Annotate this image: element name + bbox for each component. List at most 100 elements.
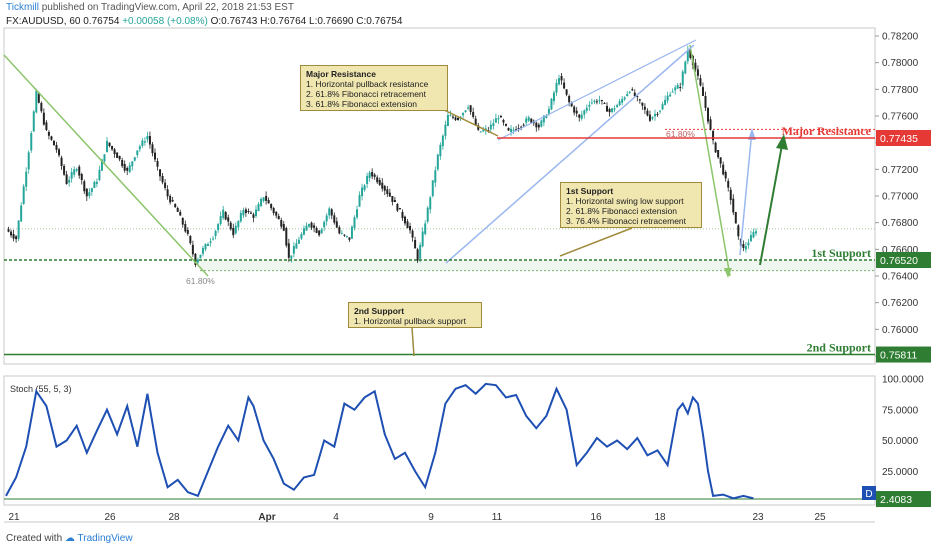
- candle-body: [176, 208, 179, 212]
- candle-body: [123, 164, 126, 171]
- candle-body: [315, 228, 318, 233]
- stoch-label: Stoch (55, 5, 3): [10, 384, 72, 394]
- y-tick-label: 0.76800: [882, 218, 919, 229]
- callout-item: 1. Horizontal pullback support: [354, 316, 466, 326]
- candle-body: [63, 166, 66, 175]
- candle-body: [451, 116, 454, 118]
- y-tick-label: 0.77000: [882, 192, 919, 203]
- candle-body: [669, 94, 672, 97]
- candle-body: [141, 140, 144, 146]
- candle-body: [444, 124, 447, 136]
- candle-body: [472, 112, 475, 117]
- stoch-tick-label: 75.0000: [882, 405, 919, 416]
- candle-body: [166, 189, 169, 197]
- candle-body: [275, 212, 278, 216]
- candle-body: [527, 117, 530, 121]
- callout-item: 3. 61.8% Fibonacci extension: [306, 99, 418, 109]
- candle-body: [295, 243, 298, 249]
- candle-body: [366, 175, 369, 184]
- candle-body: [416, 249, 419, 261]
- fib-label: 61.80%: [666, 129, 695, 139]
- support-zone: [200, 260, 875, 271]
- candle-body: [358, 194, 361, 207]
- candle-body: [214, 230, 217, 236]
- candle-body: [681, 71, 684, 86]
- major-resistance-callout: Major Resistance 1. Horizontal pullback …: [300, 65, 448, 111]
- candle-body: [656, 114, 659, 115]
- candle-body: [164, 182, 167, 188]
- candle-body: [537, 124, 540, 128]
- candle-body: [439, 144, 442, 156]
- candle-body: [457, 118, 460, 121]
- candle-body: [381, 182, 384, 189]
- candle-body: [73, 169, 76, 175]
- candle-body: [100, 159, 103, 171]
- candle-body: [237, 220, 240, 228]
- candle-body: [492, 123, 495, 126]
- candle-body: [664, 99, 667, 105]
- candle-body: [373, 174, 376, 177]
- candle-body: [701, 87, 704, 96]
- candle-body: [598, 100, 601, 102]
- candle-body: [704, 96, 707, 108]
- fib-label: 61.80%: [186, 276, 215, 286]
- candle-body: [666, 95, 669, 101]
- candle-body: [305, 225, 308, 231]
- candle-body: [618, 101, 621, 105]
- candle-body: [297, 239, 300, 244]
- candle-body: [239, 212, 242, 222]
- candle-body: [113, 149, 116, 155]
- candle-body: [419, 244, 422, 259]
- candle-body: [249, 212, 252, 214]
- callout-item: 1. Horizontal swing low support: [566, 196, 684, 206]
- candle-body: [732, 198, 735, 213]
- candle-body: [10, 231, 13, 236]
- candle-body: [651, 117, 654, 119]
- y-tick-label: 0.76000: [882, 325, 919, 336]
- candle-body: [308, 224, 311, 227]
- tradingview-link[interactable]: TradingView: [77, 533, 133, 544]
- author-name[interactable]: Tickmill: [6, 2, 39, 13]
- candle-body: [714, 142, 717, 153]
- price-badge-label: 0.77435: [880, 133, 918, 145]
- candle-body: [270, 204, 273, 209]
- candle-body: [424, 223, 427, 234]
- candle-body: [143, 141, 146, 143]
- candle-body: [429, 197, 432, 210]
- candle-body: [17, 220, 20, 239]
- candle-body: [497, 118, 500, 120]
- candle-body: [621, 99, 624, 103]
- candle-body: [686, 49, 689, 62]
- chart-attribution: Tickmill published on TradingView.com, A…: [6, 2, 294, 13]
- candle-body: [15, 236, 18, 240]
- candle-body: [573, 106, 576, 113]
- candle-body: [580, 114, 583, 119]
- candle-body: [22, 186, 25, 204]
- level-label: 2nd Support: [807, 341, 871, 355]
- level-label: 1st Support: [811, 246, 871, 260]
- y-tick-label: 0.77200: [882, 165, 919, 176]
- footer: Created with ☁ TradingView: [6, 533, 133, 544]
- candle-body: [401, 212, 404, 219]
- candle-body: [563, 82, 566, 89]
- candle-body: [583, 110, 586, 115]
- candle-body: [633, 92, 636, 97]
- x-tick-label: 21: [8, 512, 20, 523]
- stoch-pane: [3, 375, 876, 506]
- x-tick-label: 4: [333, 512, 339, 523]
- candle-body: [219, 215, 222, 224]
- candle-body: [737, 225, 740, 237]
- candle-body: [747, 242, 750, 246]
- candle-body: [613, 108, 616, 110]
- candle-body: [340, 233, 343, 235]
- candle-body: [570, 102, 573, 107]
- candle-body: [578, 114, 581, 118]
- publish-info: published on TradingView.com, April 22, …: [41, 2, 294, 13]
- candle-body: [323, 221, 326, 228]
- candle-body: [411, 230, 414, 238]
- y-tick-label: 0.76400: [882, 272, 919, 283]
- candle-body: [547, 108, 550, 114]
- candle-body: [643, 106, 646, 110]
- candle-body: [568, 96, 571, 103]
